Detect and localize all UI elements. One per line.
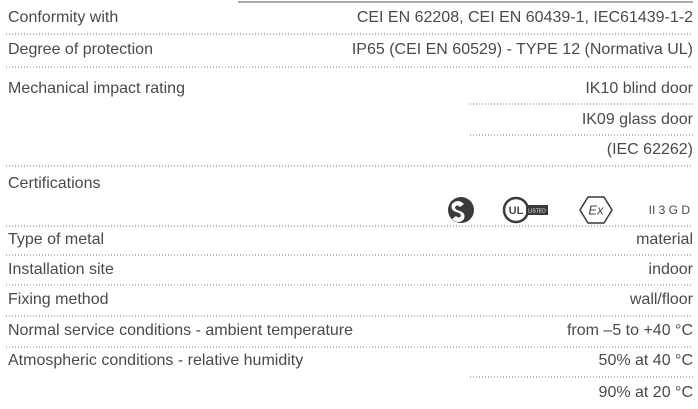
row-value: 90% at 20 °C (599, 384, 693, 401)
row-label: Normal service conditions - ambient temp… (8, 322, 353, 339)
row-value: indoor (649, 261, 694, 278)
ex-category: II 3 G D (649, 203, 691, 217)
row-label: Type of metal (8, 231, 104, 248)
row-label: Fixing method (8, 291, 109, 308)
row-label: Installation site (8, 261, 114, 278)
row-value: 50% at 40 °C (599, 352, 693, 369)
ul-listed: LISTED (528, 208, 546, 214)
row-value: IK09 glass door (582, 111, 694, 128)
row-value: material (636, 231, 693, 248)
row-label: Degree of protection (8, 41, 153, 58)
row-label: Conformity with (8, 9, 118, 26)
ul-logo (502, 196, 548, 224)
row-label: Atmospheric conditions - relative humidi… (8, 352, 303, 369)
row-value: from –5 to +40 °C (567, 322, 693, 339)
ex-logo (579, 196, 613, 224)
ul-text: UL (509, 205, 524, 217)
row-value: IP65 (CEI EN 60529) - TYPE 12 (Normativa… (352, 41, 693, 58)
row-value: wall/floor (629, 291, 694, 308)
row-label: Certifications (8, 175, 100, 192)
row-label: Mechanical impact rating (8, 80, 185, 97)
row-value: (IEC 62262) (607, 141, 693, 158)
ex-text: Ex (588, 202, 604, 217)
csa-logo (448, 197, 474, 223)
row-value: IK10 blind door (585, 80, 693, 97)
row-value: CEI EN 62208, CEI EN 60439-1, IEC61439-1… (357, 9, 693, 26)
